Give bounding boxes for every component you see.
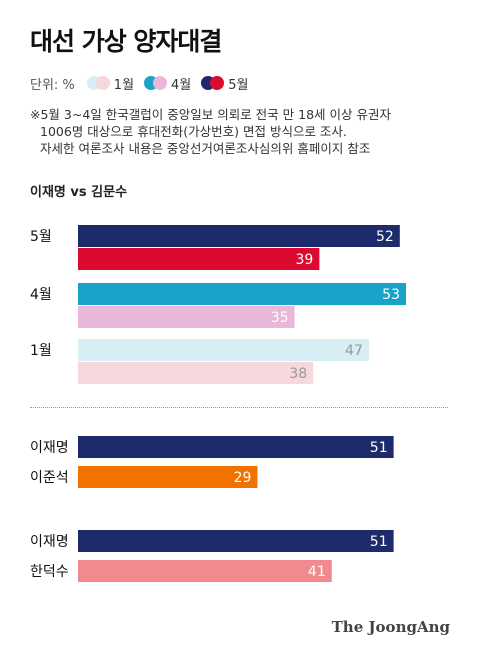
chart-title: 대선 가상 양자대결 [30,27,222,56]
matchup-0-1-value-label: 29 [234,470,252,486]
month-1-1-bar [78,306,295,328]
legend-dot [95,76,110,90]
survey-note-line: ※5월 3~4일 한국갤럽이 중앙일보 의뢰로 전국 만 18세 이상 유권자 [30,107,391,122]
matchup-subtitle: 이재명 vs 김문수 [30,185,128,200]
month-2-0-value-label: 47 [345,343,363,359]
month-1-0-value-label: 53 [382,287,400,303]
legend-dot [153,76,168,90]
month-label: 4월 [30,287,52,303]
matchup-1-1-bar [78,560,332,582]
month-2-1-value-label: 38 [289,366,307,382]
matchup-0-0-bar [78,436,394,458]
legend-item-may: 5월 [201,74,249,93]
month-1-1-value-label: 35 [271,310,289,326]
matchup-1-0-value-label: 51 [370,534,388,550]
month-0-0-value-label: 52 [376,229,394,245]
matchup-0-0-value-label: 51 [370,440,388,456]
candidate-label: 한덕수 [30,564,69,580]
legend-label: 1월 [113,77,135,93]
matchup-0-1-bar [78,466,258,488]
matchup-1-1-value-label: 41 [308,564,326,580]
month-1-0-bar [78,283,406,305]
matchup-1-0-bar [78,530,394,552]
month-0-1-bar [78,248,320,270]
legend-swatch-may [201,76,225,90]
legend-item-apr: 4월 [144,74,191,93]
legend-label: 5월 [228,77,249,93]
month-0-1-value-label: 39 [296,252,314,268]
month-2-1-bar [78,362,314,384]
legend-unit: 단위: % [30,77,75,93]
legend: 단위: % 1월 4월 5월 [30,74,259,93]
section-divider [30,407,448,408]
legend-item-jan: 1월 [86,74,135,93]
candidate-label: 이준석 [30,470,69,486]
survey-note-line: 1006명 대상으로 휴대전화(가상번호) 면접 방식으로 조사. [40,124,347,139]
survey-note: ※5월 3~4일 한국갤럽이 중앙일보 의뢰로 전국 만 18세 이상 유권자 … [30,106,460,157]
month-label: 5월 [30,229,52,245]
legend-dot [210,76,225,90]
month-0-0-bar [78,225,400,247]
month-2-0-bar [78,339,369,361]
survey-note-line: 자세한 여론조사 내용은 중앙선거여론조사심의위 홈페이지 참조 [40,141,371,156]
month-label: 1월 [30,343,52,359]
brand-logo: The JoongAng [331,618,450,636]
legend-swatch-jan [86,76,111,90]
candidate-label: 이재명 [30,534,69,550]
legend-swatch-apr [144,76,168,90]
legend-label: 4월 [171,77,192,93]
candidate-label: 이재명 [30,440,69,456]
